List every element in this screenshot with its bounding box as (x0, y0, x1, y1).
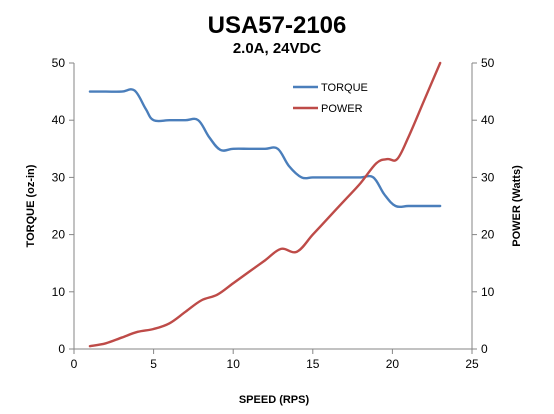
axes (69, 62, 477, 354)
legend-label-torque: TORQUE (321, 82, 368, 94)
x-tick-label: 0 (71, 357, 78, 371)
right-y-tick-label: 40 (481, 113, 495, 127)
chart-title: USA57-2106 (208, 12, 347, 39)
left-y-tick-label: 0 (58, 342, 65, 356)
right-y-tick-label: 10 (481, 285, 495, 299)
left-y-tick-label: 50 (52, 56, 66, 70)
x-tick-label: 5 (150, 357, 157, 371)
left-y-axis-label: TORQUE (oz-in) (25, 164, 37, 247)
right-y-tick-label: 50 (481, 56, 495, 70)
right-y-tick-label: 20 (481, 228, 495, 242)
series-line-power (88, 61, 442, 348)
x-tick-label: 10 (227, 357, 241, 371)
right-y-axis-label: POWER (Watts) (511, 165, 523, 247)
x-tick-label: 15 (306, 357, 320, 371)
left-y-tick-label: 40 (52, 113, 66, 127)
x-tick-label: 20 (386, 357, 400, 371)
right-y-tick-label: 30 (481, 170, 495, 184)
legend-label-power: POWER (321, 103, 363, 115)
chart-subtitle: 2.0A, 24VDC (233, 40, 322, 57)
legend: TORQUE POWER (293, 82, 368, 115)
right-y-tick-label: 0 (481, 342, 488, 356)
series-line-torque (88, 88, 442, 209)
left-y-tick-label: 20 (52, 228, 66, 242)
x-axis-label: SPEED (RPS) (239, 394, 310, 406)
series-lines (88, 61, 442, 348)
x-tick-label: 25 (465, 357, 479, 371)
left-y-tick-label: 10 (52, 285, 66, 299)
left-y-tick-label: 30 (52, 170, 66, 184)
